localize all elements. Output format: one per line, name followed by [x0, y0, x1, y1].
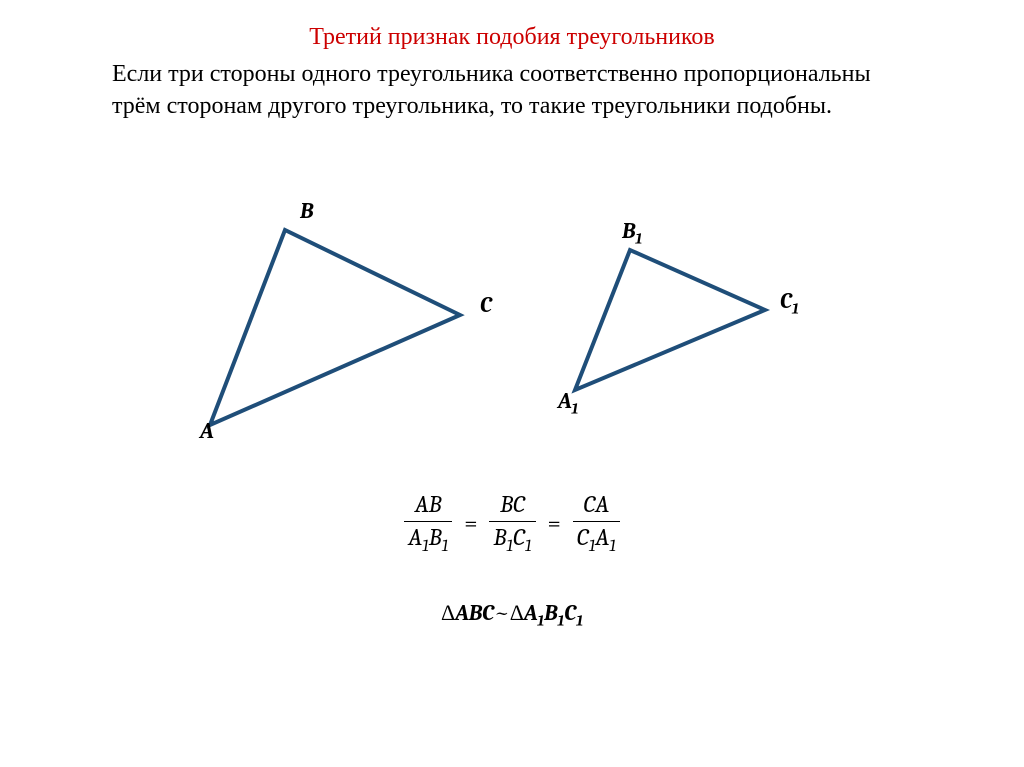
triangle-large [210, 230, 460, 425]
vertex-label-a1: A1 [558, 388, 578, 417]
fraction-3: CA C1A1 [573, 491, 620, 556]
triangles-diagram: B C A B1 C1 A1 [180, 200, 820, 460]
equals-sign: = [458, 509, 483, 537]
proportion-formula: AB A1B1 = BC B1C1 = CA C1A1 [0, 490, 1024, 556]
theorem-statement: Если три стороны одного треугольника соо… [112, 58, 912, 123]
vertex-label-c1: C1 [780, 288, 799, 317]
vertex-label-b1: B1 [622, 218, 642, 247]
fraction-2: BC B1C1 [489, 491, 535, 556]
vertex-label-c: C [480, 292, 492, 318]
fraction-1: AB A1B1 [404, 491, 452, 556]
similarity-statement: ΔABC~ΔA1B1C1 [0, 600, 1024, 629]
equals-sign: = [542, 509, 567, 537]
vertex-label-b: B [300, 198, 313, 224]
triangle-small [575, 250, 765, 390]
vertex-label-a: A [200, 418, 214, 444]
page-title: Третий признак подобия треугольников [0, 24, 1024, 51]
